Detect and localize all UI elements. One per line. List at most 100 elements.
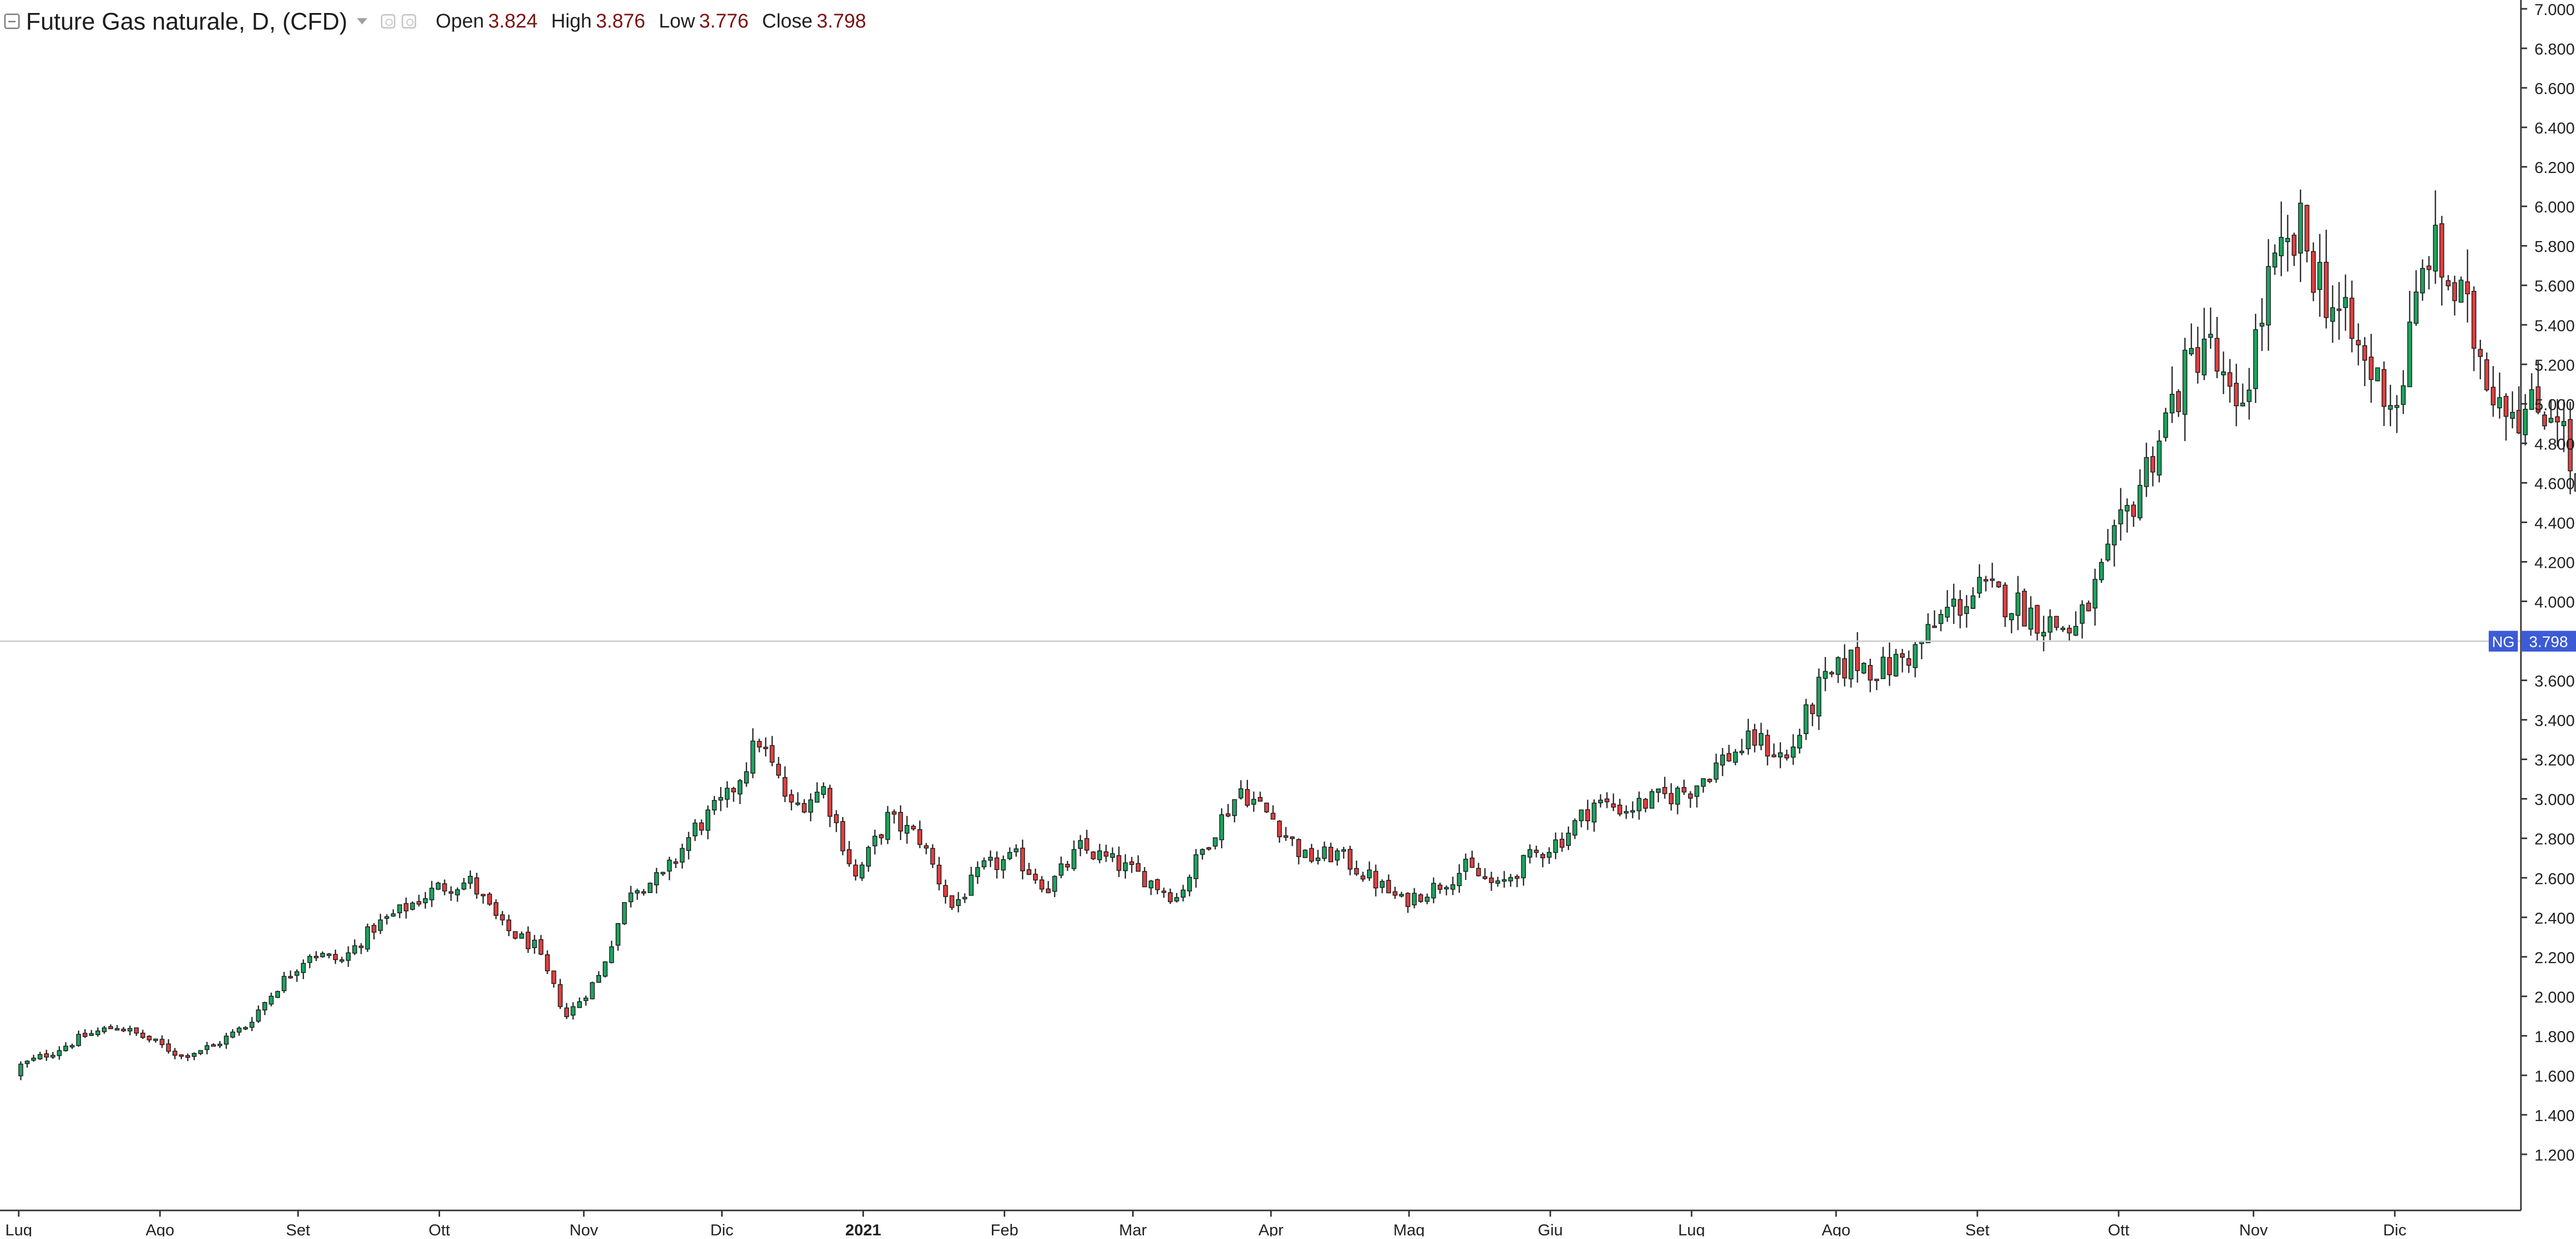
- candle-body[interactable]: [204, 1045, 210, 1050]
- candle-body[interactable]: [320, 953, 325, 957]
- candle-body[interactable]: [1913, 644, 1918, 668]
- candle-body[interactable]: [1296, 839, 1302, 857]
- candle-body[interactable]: [1322, 846, 1327, 859]
- candle-body[interactable]: [634, 890, 640, 894]
- candle-body[interactable]: [776, 764, 781, 776]
- candle-body[interactable]: [898, 812, 903, 832]
- candle-body[interactable]: [737, 780, 742, 795]
- candle-body[interactable]: [1277, 820, 1282, 837]
- candle-body[interactable]: [2478, 349, 2483, 357]
- candle-body[interactable]: [615, 923, 621, 946]
- candle-body[interactable]: [1528, 849, 1533, 858]
- candle-body[interactable]: [583, 997, 589, 1001]
- candle-body[interactable]: [872, 835, 878, 847]
- candle-body[interactable]: [1868, 665, 1873, 681]
- candle-body[interactable]: [1180, 889, 1186, 898]
- candle-body[interactable]: [1071, 849, 1077, 869]
- candle-body[interactable]: [1001, 859, 1006, 871]
- candle-body[interactable]: [236, 1028, 242, 1033]
- candle-body[interactable]: [622, 902, 627, 925]
- candle-body[interactable]: [89, 1033, 94, 1036]
- candle-body[interactable]: [1303, 849, 1308, 858]
- candle-body[interactable]: [2369, 356, 2374, 380]
- candle-body[interactable]: [262, 1002, 268, 1010]
- candle-body[interactable]: [2253, 329, 2258, 389]
- candle-body[interactable]: [1206, 847, 1212, 850]
- candle-body[interactable]: [1996, 581, 2001, 588]
- candle-body[interactable]: [2529, 389, 2534, 410]
- candle-body[interactable]: [2112, 525, 2117, 545]
- candle-body[interactable]: [2471, 290, 2477, 349]
- candle-body[interactable]: [1316, 857, 1321, 861]
- candle-body[interactable]: [2510, 411, 2515, 419]
- candle-body[interactable]: [1662, 787, 1667, 794]
- candle-body[interactable]: [1014, 848, 1019, 852]
- candle-body[interactable]: [2439, 223, 2445, 278]
- candle-body[interactable]: [307, 956, 312, 963]
- candle-body[interactable]: [2362, 345, 2367, 361]
- candle-body[interactable]: [2009, 613, 2014, 620]
- candle-body[interactable]: [1977, 577, 1982, 594]
- candle-body[interactable]: [628, 892, 633, 902]
- candle-body[interactable]: [70, 1045, 75, 1048]
- candle-body[interactable]: [1515, 876, 1520, 879]
- candle-body[interactable]: [1803, 704, 1809, 735]
- candle-body[interactable]: [1823, 671, 1828, 679]
- candle-body[interactable]: [2227, 372, 2233, 387]
- candle-body[interactable]: [2067, 628, 2072, 634]
- candle-body[interactable]: [179, 1054, 184, 1057]
- candle-body[interactable]: [1495, 880, 1501, 884]
- candle-body[interactable]: [1046, 888, 1051, 894]
- candle-body[interactable]: [2465, 281, 2470, 295]
- candle-body[interactable]: [365, 926, 370, 950]
- candle-body[interactable]: [2079, 604, 2085, 624]
- candle-body[interactable]: [1238, 788, 1243, 798]
- candle-body[interactable]: [1142, 871, 1147, 887]
- candle-body[interactable]: [1251, 798, 1256, 805]
- candle-body[interactable]: [95, 1030, 100, 1035]
- candle-body[interactable]: [1534, 849, 1539, 853]
- candle-body[interactable]: [2060, 628, 2066, 630]
- candle-body[interactable]: [127, 1028, 132, 1032]
- candle-body[interactable]: [172, 1050, 178, 1056]
- candle-body[interactable]: [2150, 456, 2156, 473]
- candle-body[interactable]: [378, 919, 383, 931]
- candle-body[interactable]: [2291, 234, 2297, 256]
- candle-body[interactable]: [744, 771, 749, 784]
- time-axis[interactable]: Lug Ago Set Ott Nov Dic 2021 Feb Mar Apr Mag Giu Lug…: [5, 1210, 2407, 1239]
- candle-body[interactable]: [1463, 859, 1468, 872]
- candle-body[interactable]: [2208, 334, 2213, 338]
- candle-body[interactable]: [282, 976, 287, 991]
- candle-body[interactable]: [2304, 205, 2309, 252]
- candle-body[interactable]: [2311, 251, 2316, 293]
- candle-body[interactable]: [2182, 350, 2187, 415]
- candle-body[interactable]: [1810, 704, 1815, 714]
- candle-body[interactable]: [936, 864, 942, 885]
- candle-body[interactable]: [1784, 754, 1789, 758]
- candle-body[interactable]: [532, 939, 537, 949]
- candle-body[interactable]: [1123, 862, 1128, 871]
- candle-body[interactable]: [1649, 791, 1655, 809]
- candle-body[interactable]: [1187, 876, 1192, 891]
- candle-body[interactable]: [1367, 869, 1372, 878]
- candle-body[interactable]: [795, 802, 801, 805]
- candle-body[interactable]: [1270, 812, 1276, 820]
- candle-body[interactable]: [1193, 854, 1199, 880]
- candle-body[interactable]: [962, 897, 967, 900]
- candle-body[interactable]: [223, 1035, 229, 1045]
- candle-body[interactable]: [815, 792, 820, 803]
- candle-body[interactable]: [102, 1027, 107, 1032]
- candle-body[interactable]: [1039, 879, 1044, 890]
- candle-body[interactable]: [968, 874, 974, 896]
- candle-body[interactable]: [917, 829, 922, 845]
- candle-body[interactable]: [160, 1038, 165, 1045]
- candle-body[interactable]: [1900, 653, 1905, 658]
- candle-body[interactable]: [802, 803, 807, 812]
- candle-body[interactable]: [1457, 873, 1462, 886]
- candle-body[interactable]: [1540, 854, 1545, 859]
- candle-body[interactable]: [1226, 813, 1231, 817]
- candle-body[interactable]: [1765, 735, 1770, 757]
- candle-body[interactable]: [660, 872, 666, 874]
- candle-body[interactable]: [808, 799, 813, 813]
- candle-body[interactable]: [1379, 881, 1385, 888]
